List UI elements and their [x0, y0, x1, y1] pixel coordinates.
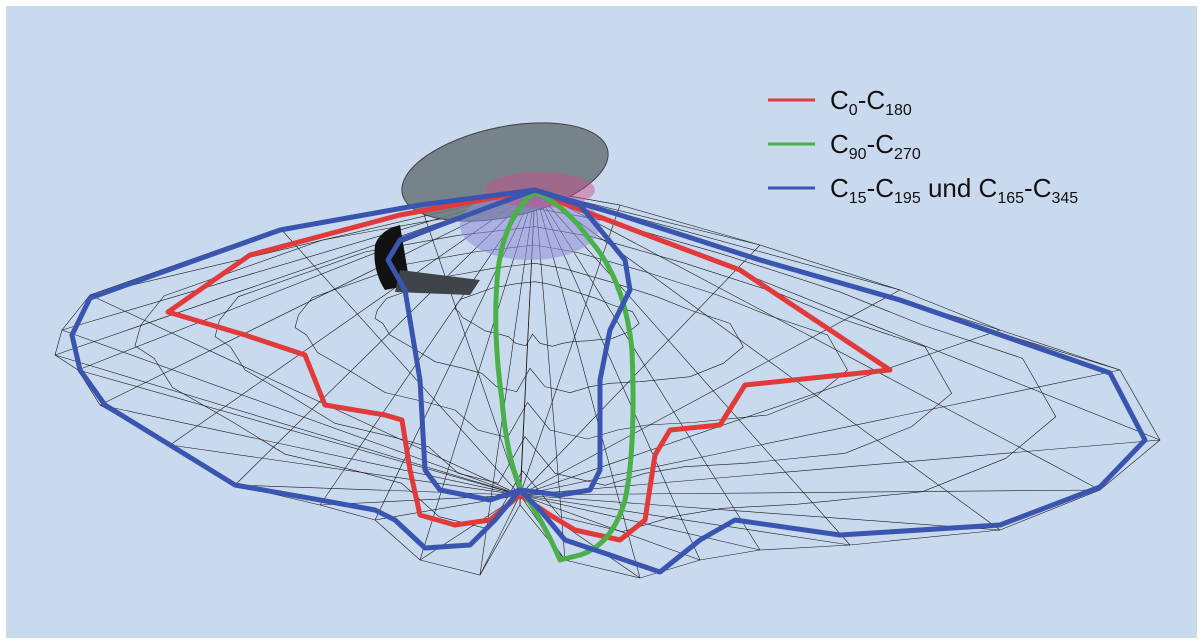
label-subscript: 270: [894, 146, 921, 163]
mesh-line: [519, 244, 761, 496]
mesh-line: [519, 494, 1001, 531]
label-text: -C: [1024, 173, 1051, 203]
label-subscript: 165: [997, 190, 1024, 207]
mesh-line: [99, 404, 521, 496]
mesh-line: [519, 289, 901, 496]
mesh-line: [519, 369, 1121, 496]
mesh-line: [479, 494, 521, 576]
label-text: und C: [921, 173, 998, 203]
mesh-ring: [294, 244, 848, 440]
mesh-line: [534, 189, 1101, 491]
mesh-ring: [374, 263, 744, 393]
mesh-line: [234, 484, 521, 496]
c15-c195-curve: [69, 187, 1148, 575]
mesh-line: [519, 494, 851, 546]
label-subscript: 90: [849, 146, 867, 163]
mesh-line: [61, 329, 521, 496]
luminaire-reflector: [460, 190, 600, 260]
label-subscript: 195: [894, 190, 921, 207]
mesh-line: [279, 227, 521, 496]
legend-label: C15-C195 und C165-C345: [830, 173, 1078, 207]
mesh-ring: [134, 208, 1057, 532]
mesh-line: [519, 494, 701, 561]
label-text: C: [830, 129, 849, 159]
label-text: C: [830, 173, 849, 203]
label-text: -C: [858, 85, 885, 115]
label-subscript: 0: [849, 102, 858, 119]
c0-c180-curve: [165, 187, 893, 543]
mesh-line: [54, 354, 521, 496]
label-text: -C: [867, 129, 894, 159]
c90-c270-curve: [493, 189, 636, 563]
mesh-line: [519, 489, 1101, 496]
legend-label: C90-C270: [830, 129, 921, 163]
mesh-ring: [214, 226, 953, 486]
label-subscript: 15: [849, 190, 867, 207]
mesh-line: [419, 202, 521, 496]
label-text: -C: [867, 173, 894, 203]
label-text: C: [830, 85, 849, 115]
legend-label: C0-C180: [830, 85, 912, 119]
luminaire-arm: [395, 270, 480, 295]
label-subscript: 180: [885, 102, 912, 119]
mesh-line: [534, 189, 851, 546]
label-subscript: 345: [1051, 190, 1078, 207]
mesh-line: [89, 294, 521, 496]
mesh-line: [169, 444, 521, 496]
mesh-line: [77, 369, 521, 496]
